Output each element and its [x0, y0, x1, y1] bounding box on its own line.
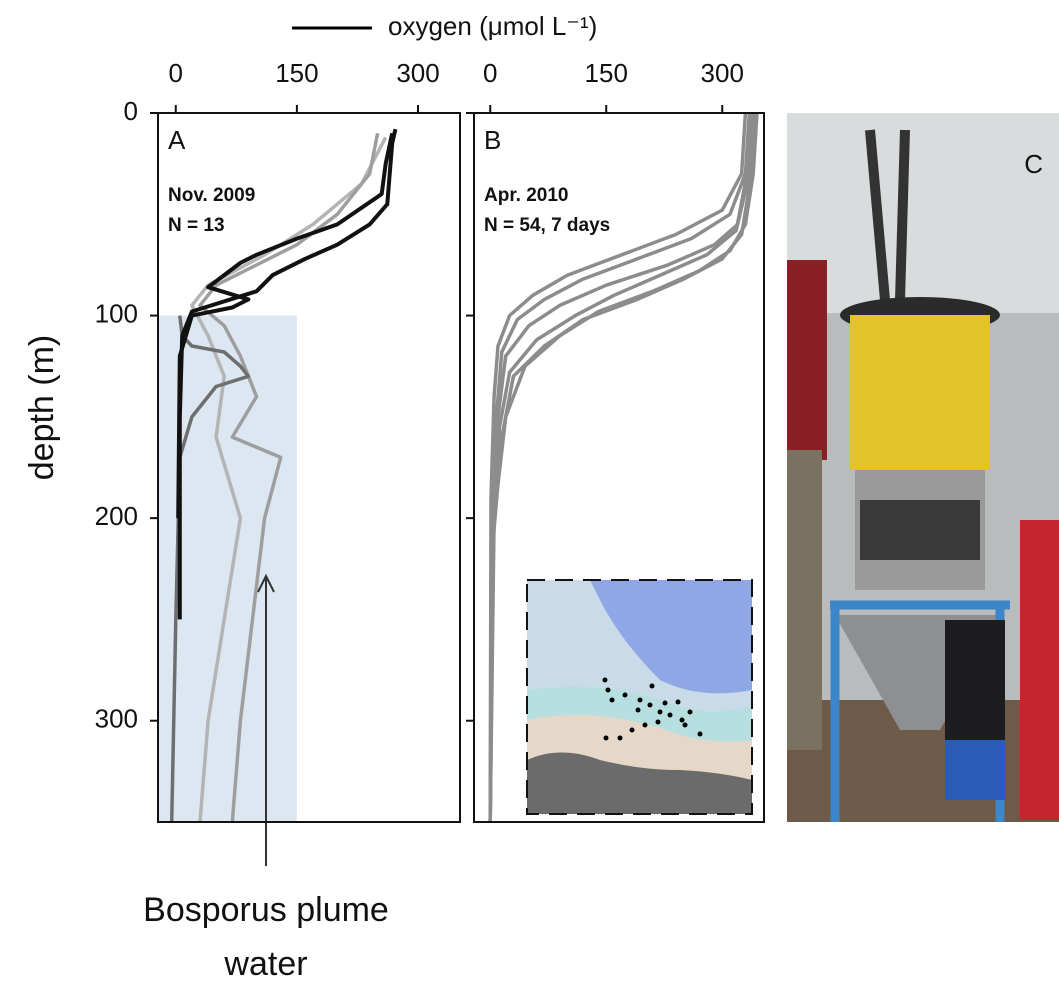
- x-tick-label: 300: [396, 58, 439, 88]
- panel-label: A: [168, 125, 186, 155]
- oxygen-profile: [488, 112, 754, 823]
- oxygen-profile: [488, 112, 757, 823]
- oxygen-profile: [488, 112, 748, 823]
- y-tick-label: 300: [95, 704, 138, 734]
- plot-frame: [157, 112, 461, 823]
- annotation: N = 54, 7 days: [484, 215, 610, 236]
- legend-label: oxygen (μmol L⁻¹): [388, 11, 597, 41]
- annotation: Nov. 2009: [168, 185, 255, 206]
- x-tick-label: 0: [169, 58, 183, 88]
- y-tick-label: 0: [124, 96, 138, 126]
- y-tick-label: 100: [95, 298, 138, 328]
- oxygen-profile: [488, 112, 752, 823]
- annotation: water: [223, 945, 307, 983]
- oxygen-profile: [176, 132, 395, 519]
- annotation: N = 13: [168, 215, 225, 236]
- x-tick-label: 0: [483, 58, 497, 88]
- x-tick-label: 150: [585, 58, 628, 88]
- x-tick-label: 150: [275, 58, 318, 88]
- annotation: Apr. 2010: [484, 185, 569, 206]
- panel-label: B: [484, 125, 501, 155]
- inset-map: [526, 579, 753, 815]
- x-tick-label: 300: [701, 58, 744, 88]
- panel-label: C: [1024, 149, 1043, 179]
- annotation: Bosporus plume: [143, 891, 389, 929]
- photo: [787, 113, 1059, 822]
- oxygen-profile: [190, 136, 388, 823]
- y-tick-label: 200: [95, 501, 138, 531]
- y-axis-label: depth (m): [23, 335, 61, 481]
- arrow-head: [257, 573, 275, 593]
- plot-frame: [473, 112, 765, 823]
